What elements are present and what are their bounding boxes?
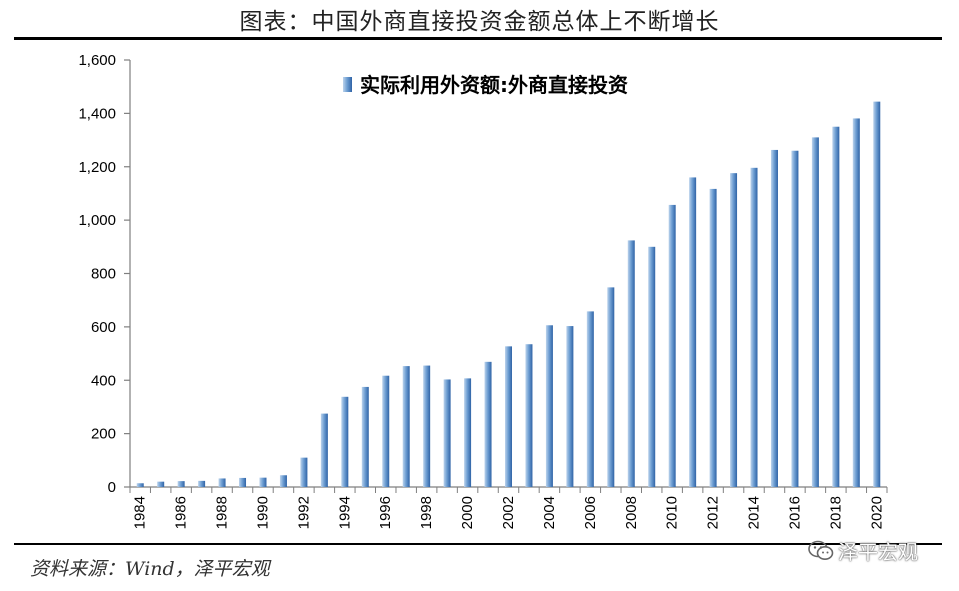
- x-tick-label: 2016: [786, 496, 803, 529]
- x-tick-label: 2000: [459, 496, 476, 529]
- y-tick-label: 800: [91, 266, 116, 283]
- bar-2020: [873, 101, 881, 487]
- bottom-rule: [14, 543, 942, 545]
- wechat-icon: [808, 540, 834, 560]
- source-note: 资料来源：Wind，泽平宏观: [30, 558, 270, 580]
- bar-2013: [730, 173, 738, 487]
- x-tick-label: 1996: [377, 496, 394, 529]
- bar-1991: [279, 475, 287, 487]
- bar-2006: [586, 311, 594, 487]
- bar-1999: [443, 379, 451, 487]
- x-tick-label: 2018: [827, 496, 844, 529]
- legend-label: 实际利用外资额:外商直接投资: [360, 73, 628, 97]
- bar-2009: [648, 246, 656, 487]
- x-tick-label: 2020: [868, 496, 885, 529]
- y-tick-label: 400: [91, 372, 116, 389]
- bar-2018: [832, 126, 840, 487]
- x-tick-label: 1986: [173, 496, 190, 529]
- bar-2017: [811, 137, 819, 488]
- bar-2000: [464, 378, 472, 487]
- bar-1995: [361, 386, 369, 487]
- bar-1990: [259, 477, 267, 487]
- bar-1986: [177, 481, 185, 487]
- x-tick-label: 1984: [132, 496, 149, 529]
- bar-2004: [545, 325, 553, 487]
- bar-2014: [750, 167, 758, 487]
- watermark-text: 泽平宏观: [838, 540, 918, 564]
- watermark: 泽平宏观: [808, 536, 918, 565]
- bar-1988: [218, 478, 226, 487]
- legend: 实际利用外资额:外商直接投资: [343, 73, 628, 97]
- bars: [136, 101, 881, 488]
- y-tick-label: 200: [91, 426, 116, 443]
- y-tick-label: 1,000: [78, 212, 116, 229]
- x-tick-label: 2002: [500, 496, 517, 529]
- bar-2001: [484, 361, 492, 487]
- bar-1985: [157, 481, 165, 487]
- bar-1993: [320, 413, 328, 487]
- x-tick-label: 1998: [418, 496, 435, 529]
- bar-2008: [627, 240, 635, 487]
- bar-1987: [198, 480, 206, 487]
- bar-1996: [382, 375, 390, 487]
- bar-2005: [566, 326, 574, 487]
- bar-2010: [668, 204, 676, 487]
- bar-2012: [709, 188, 717, 487]
- bar-1997: [402, 366, 410, 487]
- x-tick-label: 2004: [541, 496, 558, 529]
- y-axis: 0 200 400 600 800 1,000 1,200 1,400 1,600: [78, 52, 131, 496]
- bar-1984: [136, 483, 144, 487]
- bar-2016: [791, 150, 799, 488]
- x-tick-label: 2006: [582, 496, 599, 529]
- x-tick-label: 2012: [705, 496, 722, 529]
- bar-1998: [423, 365, 431, 487]
- bar-2007: [607, 287, 615, 487]
- x-axis: 1984 1986 1988 1990 1992 1994 1996 1998 2000 2002…: [129, 486, 888, 529]
- top-rule: [14, 37, 942, 40]
- bar-1989: [239, 477, 247, 487]
- bar-1994: [341, 396, 349, 487]
- x-tick-label: 1988: [214, 496, 231, 529]
- y-tick-label: 1,600: [78, 52, 116, 69]
- bar-2011: [689, 177, 697, 488]
- x-tick-label: 1994: [336, 496, 353, 529]
- y-tick-label: 1,400: [78, 105, 116, 122]
- y-tick-label: 1,200: [78, 159, 116, 176]
- legend-swatch: [343, 77, 352, 92]
- x-tick-label: 2014: [746, 496, 763, 529]
- bar-2002: [505, 346, 512, 487]
- y-tick-label: 0: [108, 479, 116, 496]
- y-tick-label: 600: [91, 319, 116, 336]
- bar-2019: [852, 118, 860, 488]
- x-tick-label: 2008: [623, 496, 640, 529]
- bar-1992: [300, 457, 308, 487]
- x-tick-label: 1990: [254, 496, 271, 529]
- x-tick-label: 2010: [664, 496, 681, 529]
- bar-2015: [770, 149, 778, 487]
- x-tick-label: 1992: [295, 496, 312, 529]
- bar-2003: [525, 344, 533, 487]
- page-title: 图表：中国外商直接投资金额总体上不断增长: [239, 9, 720, 35]
